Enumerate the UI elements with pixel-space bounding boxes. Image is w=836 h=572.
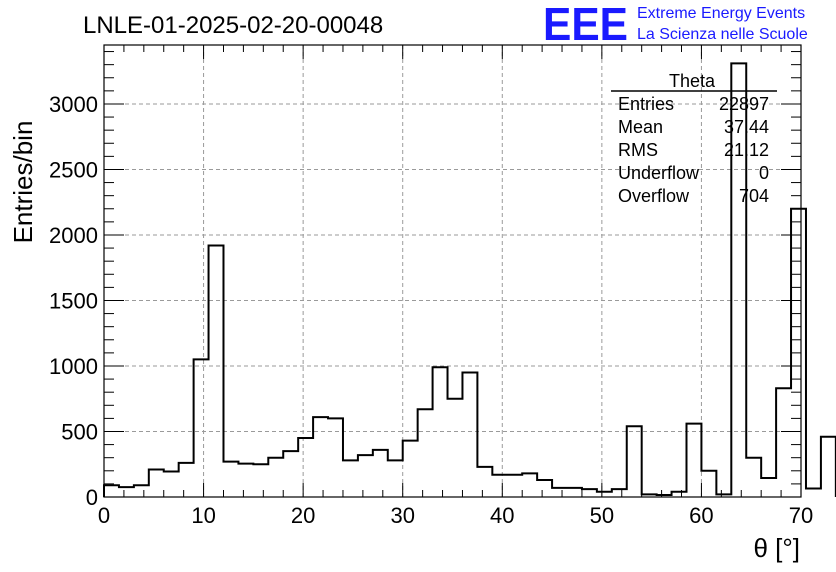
histogram-bin: [268, 458, 283, 497]
y-tick-label: 2000: [49, 223, 98, 248]
histogram-bin: [149, 469, 164, 497]
x-tick-label: 20: [291, 503, 315, 528]
y-tick-label: 1500: [49, 288, 98, 313]
histogram-bin: [418, 409, 433, 497]
histogram-bin: [761, 478, 776, 497]
histogram-bin: [298, 438, 313, 497]
y-tick-label: 3000: [49, 92, 98, 117]
histogram-bin: [358, 455, 373, 497]
histogram-bin: [373, 450, 388, 497]
stats-underflow-label: Underflow: [618, 163, 700, 183]
histogram-bin: [776, 388, 791, 497]
stats-box: Theta Entries 22897 Mean 37.44 RMS 21.12…: [611, 71, 777, 206]
stats-name: Theta: [669, 71, 716, 91]
histogram-bin: [104, 485, 119, 497]
histogram-bin: [238, 464, 253, 497]
y-tick-label: 500: [61, 419, 98, 444]
x-tick-label: 30: [390, 503, 414, 528]
x-tick-label: 70: [789, 503, 813, 528]
chart-title: LNLE-01-2025-02-20-00048: [83, 12, 383, 39]
histogram-bin: [164, 471, 179, 497]
eee-logo: EEE Extreme Energy Events La Scienza nel…: [543, 0, 808, 50]
histogram-bin: [522, 473, 537, 497]
histogram-bin: [462, 373, 477, 497]
histogram-bin: [746, 458, 761, 497]
histogram-bin: [821, 437, 836, 497]
histogram-outline: [103, 62, 836, 497]
histogram-bin: [686, 424, 701, 497]
histogram-bin: [492, 475, 507, 497]
x-tick-labels: 0 10 20 30 40 50 60 70: [98, 503, 813, 528]
stats-entries-label: Entries: [618, 94, 674, 114]
histogram-bin: [552, 488, 567, 497]
histogram-bin: [627, 426, 642, 497]
histogram-bin: [343, 460, 358, 497]
x-tick-label: 40: [490, 503, 514, 528]
logo-line1: Extreme Energy Events: [637, 5, 805, 22]
y-tick-labels: 0 500 1000 1500 2000 2500 3000: [49, 92, 98, 510]
y-axis-title: Entries/bin: [8, 121, 38, 244]
x-tick-label: 0: [98, 503, 110, 528]
histogram-bin: [597, 492, 612, 497]
logo-eee-text: EEE: [543, 0, 628, 50]
histogram-bin: [209, 245, 224, 497]
logo-line2: La Scienza nelle Scuole: [637, 26, 808, 43]
histogram-bin: [433, 367, 448, 497]
histogram-bin: [194, 359, 209, 497]
histogram-bin: [119, 487, 134, 497]
histogram-bin: [791, 209, 806, 497]
stats-mean-label: Mean: [618, 117, 663, 137]
histogram-bin: [672, 492, 687, 497]
histogram-bin: [403, 441, 418, 497]
histogram-bin: [448, 399, 463, 497]
stats-overflow-value: 704: [739, 186, 769, 206]
grid-lines: [104, 45, 801, 497]
stats-entries-value: 22897: [719, 94, 769, 114]
stats-rms-value: 21.12: [724, 140, 769, 160]
y-tick-label: 2500: [49, 157, 98, 182]
histogram-bin: [313, 417, 328, 497]
stats-rms-label: RMS: [618, 140, 658, 160]
histogram-bin: [388, 460, 403, 497]
histogram-bin: [567, 488, 582, 497]
histogram-bin: [328, 418, 343, 497]
histogram-bin: [701, 471, 716, 497]
histogram-bin: [223, 462, 238, 497]
stats-underflow-value: 0: [759, 163, 769, 183]
plot-frame: [103, 44, 802, 498]
y-tick-label: 1000: [49, 354, 98, 379]
histogram-bin: [806, 488, 821, 497]
histogram-bin: [283, 451, 298, 497]
y-tick-label: 0: [86, 485, 98, 510]
x-tick-label: 60: [689, 503, 713, 528]
histogram-bin: [477, 467, 492, 497]
x-tick-label: 10: [191, 503, 215, 528]
histogram-bin: [134, 485, 149, 497]
histogram-bin: [582, 489, 597, 497]
histogram-bin: [507, 475, 522, 497]
x-axis-title: θ [°]: [753, 533, 800, 563]
stats-mean-value: 37.44: [724, 117, 769, 137]
histogram-bin: [179, 463, 194, 497]
stats-overflow-label: Overflow: [618, 186, 690, 206]
histogram-bin: [253, 464, 268, 497]
histogram-bin: [612, 489, 627, 497]
x-tick-label: 50: [590, 503, 614, 528]
histogram-bin: [537, 480, 552, 497]
